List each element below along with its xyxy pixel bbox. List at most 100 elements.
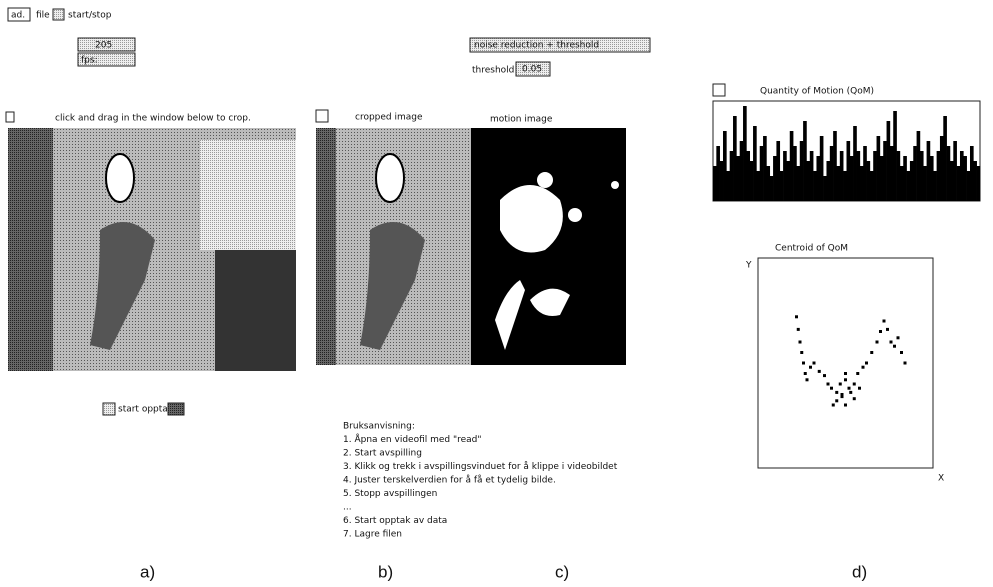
centroid-point: [844, 372, 847, 375]
centroid-point: [870, 351, 873, 354]
record-indicator: [168, 403, 184, 415]
qom-bar: [743, 106, 747, 201]
qom-bar: [923, 166, 927, 201]
read-label: ad.: [11, 11, 25, 21]
video-window[interactable]: [8, 128, 296, 371]
qom-bar: [750, 161, 754, 201]
instruction-line: 6. Start opptak av data: [343, 516, 447, 526]
qom-bar: [970, 146, 974, 201]
qom-bar: [776, 141, 780, 201]
qom-bar: [850, 156, 854, 201]
centroid-point: [841, 395, 844, 398]
qom-bar: [887, 121, 891, 201]
qom-bar: [893, 111, 897, 201]
qom-bar: [860, 166, 864, 201]
qom-bar: [863, 146, 867, 201]
centroid-x-label: X: [938, 474, 944, 484]
qom-bar: [780, 171, 784, 201]
qom-bar: [716, 146, 720, 201]
qom-bar: [900, 166, 904, 201]
qom-bar: [813, 171, 817, 201]
qom-bar: [937, 151, 941, 201]
centroid-point: [809, 366, 812, 369]
qom-bar: [973, 161, 977, 201]
qom-bar: [790, 131, 794, 201]
crop-toggle[interactable]: [6, 112, 14, 122]
qom-bar: [940, 136, 944, 201]
qom-bar: [816, 156, 820, 201]
record-toggle[interactable]: [103, 403, 115, 415]
qom-toggle[interactable]: [713, 84, 725, 96]
qom-bar: [836, 166, 840, 201]
motion-image: [471, 128, 626, 365]
centroid-point: [799, 341, 802, 344]
fps-value: 205: [95, 41, 112, 51]
centroid-point: [897, 336, 900, 339]
fps-label: fps:: [81, 56, 98, 66]
qom-bar: [760, 146, 764, 201]
centroid-point: [800, 351, 803, 354]
qom-bar: [720, 161, 724, 201]
centroid-point: [849, 391, 852, 394]
start-stop-toggle[interactable]: [53, 9, 64, 20]
instruction-line: 7. Lagre filen: [343, 530, 402, 540]
cropped-image: [316, 128, 471, 365]
panel-caption: a): [140, 562, 155, 581]
centroid-point: [893, 345, 896, 348]
qom-bar: [853, 126, 857, 201]
centroid-point: [886, 328, 889, 331]
centroid-point: [795, 315, 798, 318]
qom-bar: [726, 171, 730, 201]
patch-window: ad. file start/stop 205 fps: click and d…: [0, 0, 993, 587]
qom-bar: [913, 146, 917, 201]
centroid-point: [835, 399, 838, 402]
centroid-point: [823, 374, 826, 377]
qom-bar: [770, 176, 774, 201]
centroid-point: [848, 387, 851, 390]
cropped-toggle[interactable]: [316, 110, 328, 122]
panel-caption: d): [852, 562, 867, 581]
qom-bar: [847, 141, 851, 201]
qom-bar: [910, 161, 914, 201]
qom-bar: [843, 171, 847, 201]
centroid-point: [904, 362, 907, 365]
qom-bar: [800, 141, 804, 201]
centroid-point: [832, 404, 835, 407]
panel-caption: c): [555, 562, 569, 581]
qom-bar: [927, 141, 931, 201]
threshold-label: threshold: [472, 66, 514, 76]
qom-bar: [833, 131, 837, 201]
qom-bar: [930, 156, 934, 201]
qom-bar: [766, 166, 770, 201]
centroid-point: [844, 404, 847, 407]
instruction-line: ...: [343, 503, 352, 513]
qom-bar: [746, 151, 750, 201]
motion-label: motion image: [490, 115, 553, 125]
qom-bar: [977, 166, 981, 201]
threshold-value: 0.05: [522, 65, 542, 75]
start-stop-label: start/stop: [68, 11, 112, 21]
centroid-point: [879, 330, 882, 333]
qom-bar: [756, 171, 760, 201]
instruction-line: Bruksanvisning:: [343, 422, 415, 432]
centroid-point: [862, 366, 865, 369]
centroid-title: Centroid of QoM: [775, 244, 848, 254]
qom-bar: [877, 136, 881, 201]
centroid-y-label: Y: [745, 261, 752, 271]
qom-bar: [867, 161, 871, 201]
qom-bar: [823, 176, 827, 201]
qom-bar: [783, 151, 787, 201]
qom-bar: [736, 156, 740, 201]
qom-bar: [947, 146, 951, 201]
qom-bar: [857, 151, 861, 201]
qom-bar: [753, 126, 757, 201]
qom-bar: [943, 116, 947, 201]
instruction-line: 2. Start avspilling: [343, 449, 422, 459]
qom-bar: [730, 151, 734, 201]
centroid-point: [853, 383, 856, 386]
centroid-point: [835, 391, 838, 394]
qom-bar: [907, 171, 911, 201]
centroid-point: [818, 370, 821, 373]
qom-bar: [880, 156, 884, 201]
centroid-point: [856, 372, 859, 375]
